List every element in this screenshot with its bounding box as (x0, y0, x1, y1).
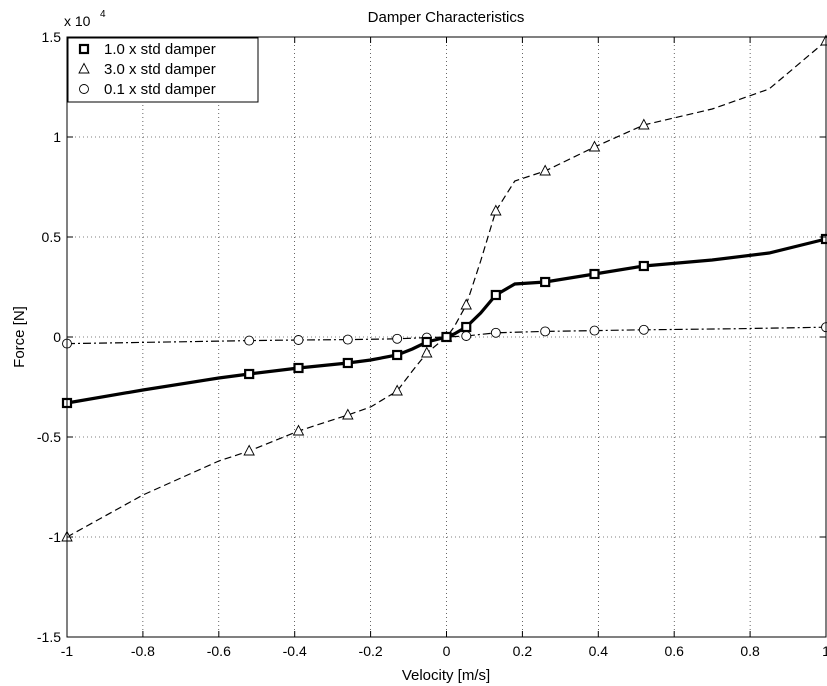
x-tick-label: -0.2 (359, 643, 383, 659)
legend: 1.0 x std damper 3.0 x std damper 0.1 x … (67, 37, 259, 103)
y-exponent-power: 4 (100, 9, 106, 20)
y-axis-label: Force [N] (11, 306, 28, 368)
series-1-point (421, 336, 432, 348)
chart-title: Damper Characteristics (368, 9, 525, 26)
series-1-point (441, 331, 452, 343)
series-1-point (638, 260, 649, 272)
series-3-point (293, 335, 304, 345)
series-3-point (244, 335, 255, 346)
x-tick-label: -0.8 (131, 643, 155, 659)
series-1-point (589, 268, 600, 280)
series-1-point (461, 321, 472, 333)
y-tick-label: 1 (53, 129, 61, 145)
series-1-point (244, 368, 255, 380)
y-tick-label: 0 (53, 329, 61, 345)
x-tick-label: 0.8 (740, 643, 760, 659)
y-tick-label: -1 (49, 529, 62, 545)
legend-marker-3 (79, 84, 89, 94)
series-3-point (461, 331, 472, 341)
x-tick-label: -0.6 (207, 643, 231, 659)
series-1-point (540, 276, 551, 288)
series-2-point (342, 408, 354, 420)
series-1-point (342, 357, 353, 369)
series-2-point (292, 424, 305, 436)
series-2-point (588, 140, 601, 152)
legend-entry-3: 0.1 x std damper (104, 81, 216, 98)
series-2-point (421, 346, 433, 358)
x-tick-label: -0.4 (283, 643, 307, 659)
x-tick-label: -1 (61, 643, 74, 659)
series-2-point (391, 384, 403, 396)
series-3-point (638, 324, 649, 335)
x-tick-label: 0.4 (589, 643, 609, 659)
series-3-point (490, 327, 501, 338)
axis-ticks: -1 -0.8 -0.6 -0.4 -0.2 0 0.2 0.4 0.6 0.8 1-1.5-1-0… (37, 29, 827, 659)
series-2-point (490, 204, 502, 216)
y-tick-label: 1.5 (42, 29, 62, 45)
series-3-point (342, 334, 353, 345)
x-tick-label: 0.2 (513, 643, 533, 659)
legend-markers (78, 43, 90, 94)
x-tick-label: 0.6 (664, 643, 684, 659)
series-2-point (638, 118, 650, 130)
series-1-point (392, 349, 403, 361)
y-tick-label: -1.5 (37, 629, 61, 645)
legend-box (67, 37, 259, 103)
x-tick-label: 1 (822, 643, 827, 659)
x-axis-label: Velocity [m/s] (402, 667, 490, 684)
y-exponent-base: x 10 (64, 13, 91, 29)
series-2-point (539, 164, 551, 176)
series-1-point (490, 289, 501, 301)
series-2-point (460, 298, 472, 310)
legend-entry-2: 3.0 x std damper (104, 61, 216, 78)
legend-entry-1: 1.0 x std damper (104, 41, 216, 58)
y-tick-label: -0.5 (37, 429, 61, 445)
series-1-point (293, 362, 304, 374)
series-3-point (589, 325, 600, 336)
legend-marker-1 (78, 43, 90, 55)
series-2-point (243, 444, 255, 456)
y-tick-label: 0.5 (42, 229, 62, 245)
x-tick-label: 0 (443, 643, 451, 659)
series-3-point (540, 326, 551, 337)
series-3-point (392, 333, 403, 344)
legend-marker-2 (78, 62, 90, 74)
